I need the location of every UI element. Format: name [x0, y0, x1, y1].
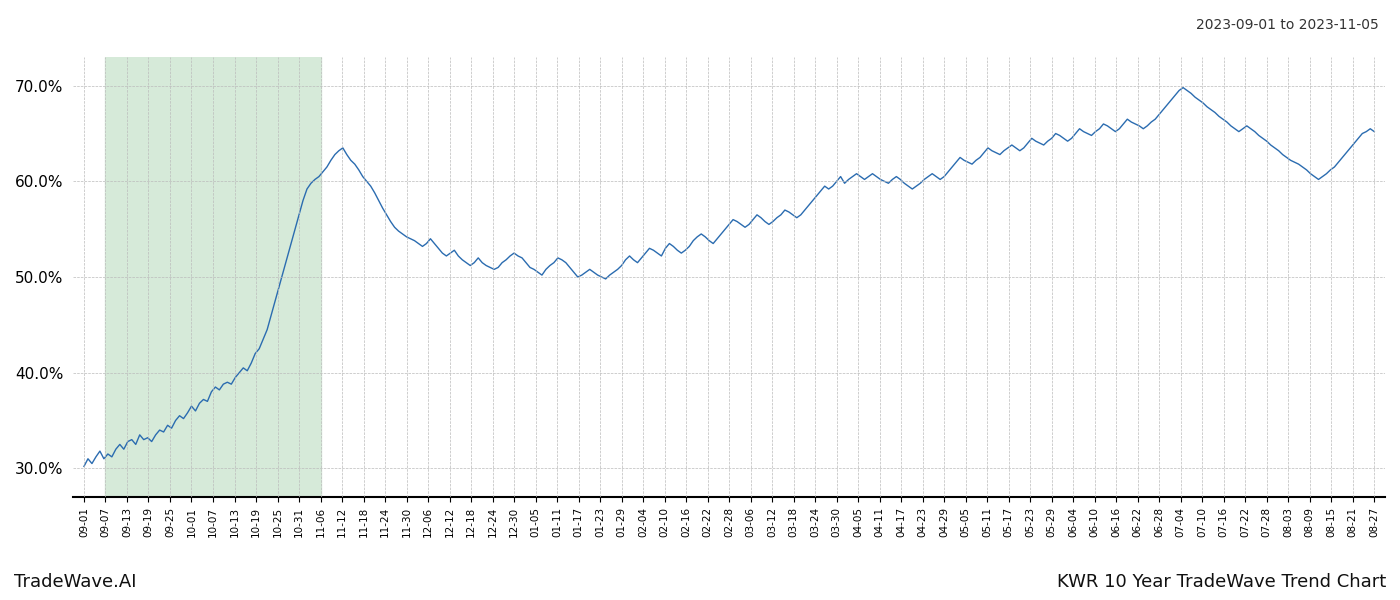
Text: KWR 10 Year TradeWave Trend Chart: KWR 10 Year TradeWave Trend Chart [1057, 573, 1386, 591]
Text: TradeWave.AI: TradeWave.AI [14, 573, 137, 591]
Bar [105, 57, 321, 497]
Text: 2023-09-01 to 2023-11-05: 2023-09-01 to 2023-11-05 [1196, 18, 1379, 32]
